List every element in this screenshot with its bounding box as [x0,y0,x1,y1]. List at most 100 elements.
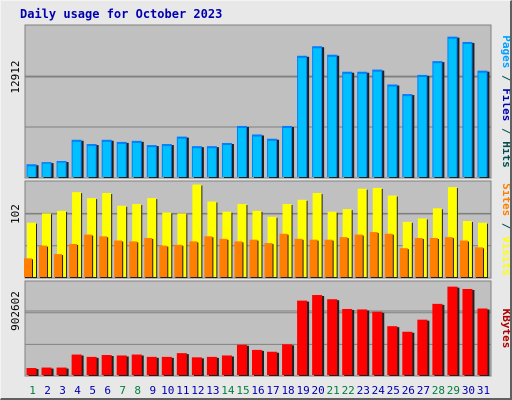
sites-bar [99,236,108,277]
y-tick-label: 12912 [9,60,22,93]
pages-bar [463,44,472,177]
pages-bar [478,72,487,177]
kbytes-bar [387,326,398,375]
kbytes-bar [432,303,443,375]
x-tick-label: 30 [462,384,475,397]
x-tick-label: 23 [357,384,370,397]
legend-entry: Sites [500,183,512,216]
pages-bar [87,146,96,177]
sites-bar [159,245,168,277]
legend-label: Sites / Visits [500,183,512,276]
sites-bar [129,241,138,277]
legend-entry: KBytes [500,309,512,349]
kbytes-bar [41,367,52,375]
y-tick-label: 902602 [9,291,22,331]
pages-bar [27,166,36,177]
sites-bar [174,244,183,277]
x-tick-label: 16 [251,384,264,397]
x-tick-label: 26 [402,384,415,397]
legend-entry: Hits [500,141,512,168]
kbytes-bar [372,311,383,375]
x-tick-label: 5 [89,384,96,397]
x-tick-label: 22 [342,384,355,397]
legend-entry: Pages [500,35,512,68]
pages-bar [373,71,382,177]
x-tick-label: 11 [176,384,189,397]
visits-bar [357,188,367,277]
x-tick-label: 21 [327,384,340,397]
visits-bar [312,193,322,277]
kbytes-bar [26,368,37,375]
pages-bar [72,141,81,177]
sites-bar [279,233,288,277]
x-tick-label: 12 [191,384,204,397]
visits-bar [237,204,247,277]
x-tick-label: 29 [447,384,460,397]
sites-bar [24,258,32,277]
sites-bar [339,237,348,277]
x-tick-label: 2 [44,384,51,397]
pages-bar [343,73,352,177]
legend-entry: / [500,216,512,236]
visits-bar [297,199,307,277]
sites-bar [84,234,93,277]
visits-bar [447,187,457,277]
kbytes-bar [462,288,473,375]
kbytes-bar [342,308,353,375]
sites-bar [69,243,78,277]
pages-bar [358,73,367,177]
pages-bar [433,63,442,177]
pages-bar [388,86,397,177]
legend-entry: Visits [500,236,512,276]
kbytes-bar [357,309,368,375]
sites-bar [114,240,123,277]
pages-bar [207,148,216,177]
kbytes-bar [161,356,172,375]
x-tick-label: 8 [134,384,141,397]
x-tick-label: 7 [119,384,126,397]
sites-bar [219,238,228,277]
legend-label: Pages / Files / Hits [500,35,512,168]
pages-bar [418,76,427,177]
kbytes-bar [101,355,112,375]
x-tick-label: 4 [74,384,81,397]
sites-bar [144,237,153,277]
kbytes-bar [206,356,217,375]
visits-bar [57,210,67,277]
kbytes-bar [86,356,97,375]
pages-bar [102,141,111,177]
visits-bar [132,204,142,277]
sites-bar [429,237,438,277]
x-tick-label: 25 [387,384,400,397]
kbytes-bar [282,344,293,375]
pages-bar [117,143,126,177]
legend-entry: Files [500,88,512,121]
x-tick-label: 19 [296,384,309,397]
pages-bar [147,147,156,177]
pages-bar [403,96,412,177]
sites-bar [414,237,423,277]
kbytes-bar [221,355,232,375]
x-tick-label: 18 [281,384,294,397]
legend-label: KBytes [500,309,512,349]
pages-bar [298,57,307,177]
visits-bar [102,193,112,277]
kbytes-bar [252,349,262,375]
sites-bar [399,248,408,277]
kbytes-bar [417,319,428,375]
sites-bar [309,239,318,277]
x-tick-label: 27 [417,384,430,397]
x-tick-label: 14 [221,384,235,397]
x-tick-label: 3 [59,384,66,397]
x-tick-label: 10 [161,384,174,397]
x-tick-label: 31 [477,384,490,397]
kbytes-bar [191,357,202,375]
sites-bar [354,234,363,277]
x-tick-label: 17 [266,384,279,397]
kbytes-bar [267,351,278,375]
sites-bar [54,254,63,277]
x-tick-label: 28 [432,384,445,397]
pages-bar [162,146,171,177]
